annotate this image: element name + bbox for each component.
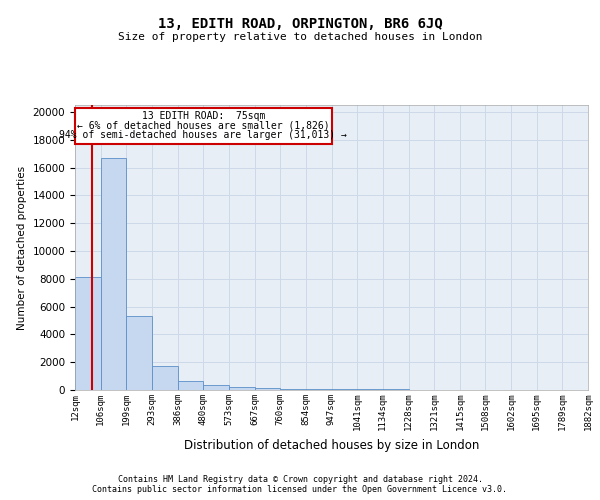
Bar <box>229 387 254 390</box>
Bar <box>152 366 178 390</box>
Bar <box>203 385 229 390</box>
Text: Size of property relative to detached houses in London: Size of property relative to detached ho… <box>118 32 482 42</box>
X-axis label: Distribution of detached houses by size in London: Distribution of detached houses by size … <box>184 438 479 452</box>
Text: ← 6% of detached houses are smaller (1,826): ← 6% of detached houses are smaller (1,8… <box>77 120 329 130</box>
Bar <box>331 389 357 390</box>
Y-axis label: Number of detached properties: Number of detached properties <box>17 166 27 330</box>
Bar <box>357 389 383 390</box>
Bar <box>127 316 152 390</box>
Bar <box>254 388 280 390</box>
Bar <box>178 381 203 390</box>
Text: 94% of semi-detached houses are larger (31,013) →: 94% of semi-detached houses are larger (… <box>59 130 347 140</box>
Text: 13 EDITH ROAD:  75sqm: 13 EDITH ROAD: 75sqm <box>142 111 265 121</box>
Bar <box>75 108 331 144</box>
Text: Contains HM Land Registry data © Crown copyright and database right 2024.: Contains HM Land Registry data © Crown c… <box>118 474 482 484</box>
Bar <box>101 158 127 390</box>
Bar <box>280 388 306 390</box>
Bar <box>306 389 331 390</box>
Text: 13, EDITH ROAD, ORPINGTON, BR6 6JQ: 13, EDITH ROAD, ORPINGTON, BR6 6JQ <box>158 18 442 32</box>
Bar <box>75 278 101 390</box>
Text: Contains public sector information licensed under the Open Government Licence v3: Contains public sector information licen… <box>92 485 508 494</box>
